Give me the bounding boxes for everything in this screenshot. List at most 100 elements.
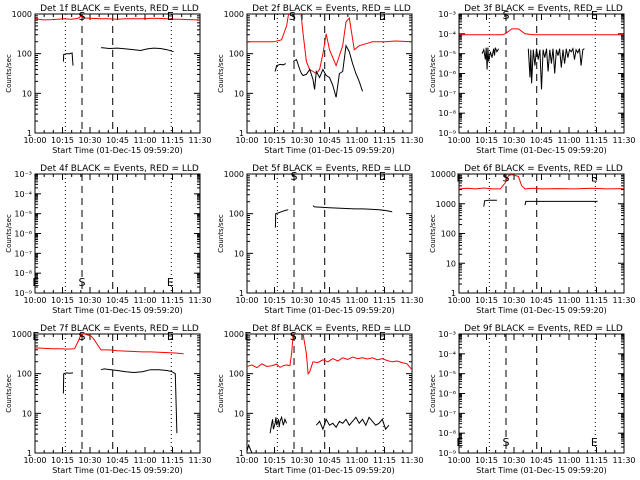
series-events-line bbox=[100, 368, 178, 434]
marker-label: S bbox=[289, 10, 296, 23]
x-tick-label: 11:15 bbox=[585, 456, 608, 465]
x-tick-label: 10:00 bbox=[447, 136, 470, 145]
panel-title: Det 8f BLACK = Events, RED = LLD bbox=[252, 324, 411, 334]
y-tick-label: 1000 bbox=[12, 330, 32, 339]
x-tick-label: 10:00 bbox=[23, 296, 46, 305]
y-tick-label: 10⁻⁴ bbox=[438, 350, 456, 359]
x-tick-label: 11:15 bbox=[373, 136, 396, 145]
panel-title: Det 9f BLACK = Events, RED = LLD bbox=[464, 324, 623, 334]
x-tick-label: 10:30 bbox=[290, 136, 313, 145]
x-tick-label: 10:15 bbox=[475, 456, 498, 465]
x-tick-label: 10:45 bbox=[530, 456, 553, 465]
series-events-line bbox=[274, 63, 287, 72]
y-tick-label: 10⁻⁹ bbox=[438, 449, 456, 458]
x-tick-label: 10:00 bbox=[447, 456, 470, 465]
y-tick-label: 10⁻⁶ bbox=[438, 70, 456, 79]
y-tick-label: 10⁻⁵ bbox=[438, 370, 456, 379]
y-tick-label: 1000 bbox=[224, 330, 244, 339]
y-tick-label: 1 bbox=[27, 129, 32, 138]
panel-title: Det 6f BLACK = Events, RED = LLD bbox=[464, 164, 623, 174]
axes-frame bbox=[34, 173, 201, 294]
y-tick-label: 10 bbox=[234, 249, 244, 258]
x-tick-label: 11:15 bbox=[585, 136, 608, 145]
y-tick-label: 100 bbox=[17, 370, 32, 379]
x-tick-label: 10:45 bbox=[318, 136, 341, 145]
x-tick-label: 10:45 bbox=[106, 136, 129, 145]
y-tick-label: 1 bbox=[27, 449, 32, 458]
x-axis-label: Start Time (01-Dec-15 09:59:20) bbox=[264, 306, 395, 315]
axes-frame bbox=[246, 333, 413, 454]
x-tick-label: 10:45 bbox=[530, 296, 553, 305]
x-tick-label: 11:30 bbox=[612, 456, 635, 465]
x-tick-label: 10:00 bbox=[23, 456, 46, 465]
x-tick-label: 10:30 bbox=[290, 296, 313, 305]
marker-label: E bbox=[167, 10, 174, 23]
x-tick-label: 10:15 bbox=[263, 296, 286, 305]
marker-label: E bbox=[591, 9, 598, 22]
x-tick-label: 10:45 bbox=[106, 296, 129, 305]
marker-label: E bbox=[32, 276, 39, 289]
y-axis-label: Counts/sec bbox=[5, 374, 13, 413]
x-tick-label: 11:00 bbox=[345, 296, 368, 305]
marker-label: S bbox=[291, 170, 298, 183]
y-tick-label: 1000 bbox=[12, 10, 32, 19]
x-tick-label: 11:30 bbox=[400, 456, 423, 465]
x-tick-label: 11:30 bbox=[188, 136, 211, 145]
series-lld-line bbox=[459, 28, 624, 36]
x-tick-label: 10:30 bbox=[502, 296, 525, 305]
marker-label: E bbox=[591, 436, 598, 449]
x-tick-label: 11:00 bbox=[133, 136, 156, 145]
series-events-line bbox=[269, 415, 288, 434]
y-tick-label: 10 bbox=[22, 409, 32, 418]
y-axis-label: Counts/sec bbox=[217, 374, 225, 413]
x-tick-label: 10:00 bbox=[235, 136, 258, 145]
x-tick-label: 11:30 bbox=[400, 296, 423, 305]
marker-label: S bbox=[290, 330, 297, 343]
panel-title: Det 7f BLACK = Events, RED = LLD bbox=[40, 324, 199, 334]
marker-label: E bbox=[456, 172, 463, 185]
y-tick-label: 10⁻⁸ bbox=[14, 269, 32, 278]
y-tick-label: 10000 bbox=[431, 170, 456, 179]
series-events-line bbox=[292, 44, 363, 98]
y-tick-label: 10⁻⁸ bbox=[438, 109, 456, 118]
x-tick-label: 10:15 bbox=[263, 136, 286, 145]
y-tick-label: 10⁻⁷ bbox=[438, 409, 456, 418]
y-tick-label: 10⁻³ bbox=[438, 10, 456, 19]
panel-6: Det 6f BLACK = Events, RED = LLD 1 10 100 10… bbox=[429, 164, 636, 315]
axes-frame bbox=[34, 13, 201, 134]
axes-frame bbox=[458, 13, 625, 134]
series-events-line bbox=[62, 52, 74, 66]
x-tick-label: 10:15 bbox=[51, 296, 74, 305]
x-tick-label: 11:15 bbox=[161, 136, 184, 145]
panel-7: Det 7f BLACK = Events, RED = LLD 1 10 100 10… bbox=[5, 324, 212, 475]
x-axis-label: Start Time (01-Dec-15 09:59:20) bbox=[52, 146, 183, 155]
marker-label: S bbox=[79, 10, 86, 23]
x-tick-label: 11:00 bbox=[557, 456, 580, 465]
x-tick-label: 10:00 bbox=[447, 296, 470, 305]
y-tick-label: 1 bbox=[451, 289, 456, 298]
x-axis-label: Start Time (01-Dec-15 09:59:20) bbox=[476, 146, 607, 155]
y-tick-label: 10⁻⁶ bbox=[438, 390, 456, 399]
x-tick-label: 10:15 bbox=[263, 456, 286, 465]
series-events-line bbox=[483, 199, 497, 207]
x-tick-label: 11:15 bbox=[373, 296, 396, 305]
marker-label: S bbox=[503, 9, 510, 22]
y-tick-label: 10 bbox=[234, 89, 244, 98]
x-axis-label: Start Time (01-Dec-15 09:59:20) bbox=[476, 306, 607, 315]
x-tick-label: 11:30 bbox=[400, 136, 423, 145]
x-tick-label: 11:30 bbox=[612, 296, 635, 305]
panel-5: Det 5f BLACK = Events, RED = LLD 1 10 100 10… bbox=[217, 164, 424, 315]
y-tick-label: 1 bbox=[239, 129, 244, 138]
series-lld-line bbox=[35, 334, 184, 355]
x-tick-label: 10:30 bbox=[290, 456, 313, 465]
axes-frame bbox=[458, 333, 625, 454]
x-tick-label: 10:30 bbox=[78, 136, 101, 145]
y-axis-label: Counts/sec bbox=[217, 54, 225, 93]
x-tick-label: 11:00 bbox=[557, 296, 580, 305]
y-tick-label: 10⁻⁷ bbox=[438, 89, 456, 98]
x-axis-label: Start Time (01-Dec-15 09:59:20) bbox=[264, 466, 395, 475]
y-tick-label: 1000 bbox=[224, 170, 244, 179]
panel-9: Det 9f BLACK = Events, RED = LLD 10⁻⁹ 10⁻⁸… bbox=[429, 324, 636, 475]
x-tick-label: 10:15 bbox=[51, 456, 74, 465]
x-tick-label: 11:30 bbox=[612, 136, 635, 145]
